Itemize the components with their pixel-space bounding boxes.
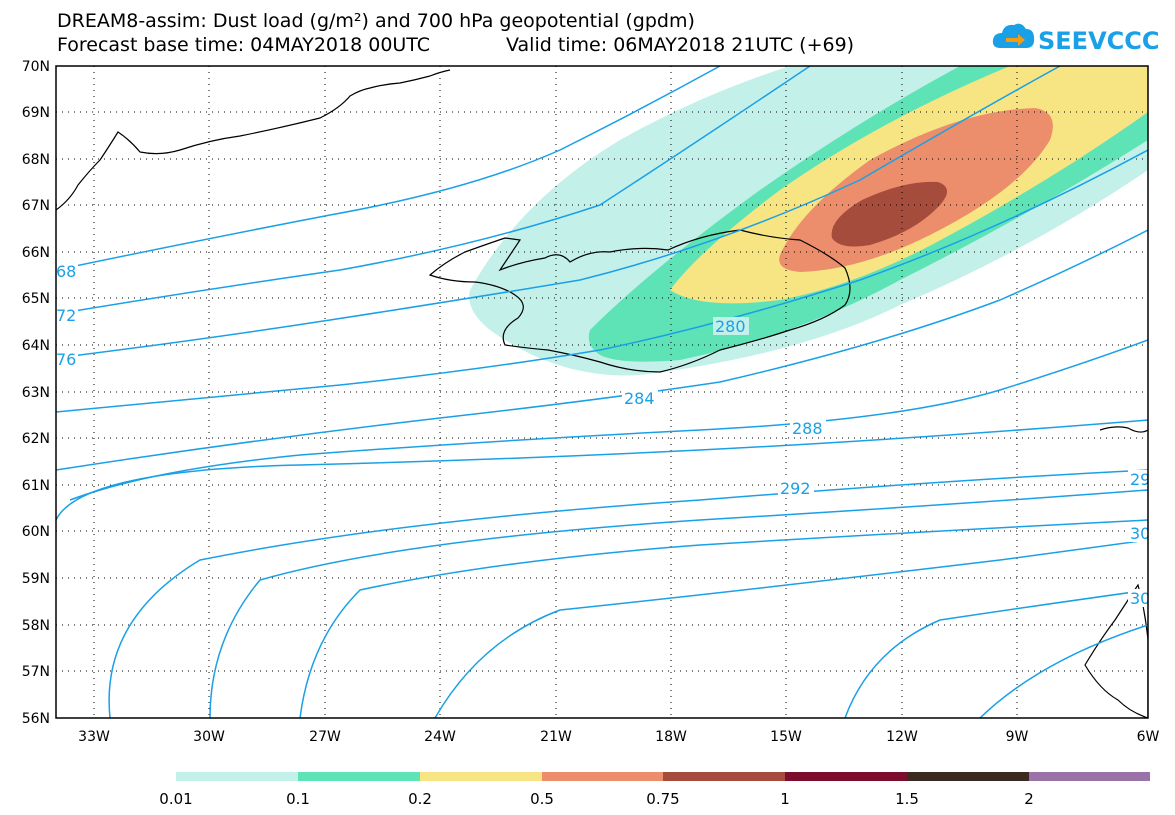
contour-276 (56, 66, 1061, 359)
contour-label: 288 (792, 419, 823, 438)
colorbar-label: 0.2 (408, 790, 432, 808)
contour-284 (56, 229, 1148, 471)
contour-292 (56, 419, 1148, 521)
colorbar-swatch (542, 772, 663, 781)
colorbar: 0.01 0.1 0.2 0.5 0.75 1 1.5 2 (159, 772, 1150, 808)
contour-label: 292 (780, 479, 811, 498)
coastlines (56, 69, 1148, 718)
contour-label: 76 (56, 350, 76, 369)
lon-label: 24W (424, 729, 456, 745)
contour-280 (56, 149, 1148, 413)
cloud-arrow-icon (992, 23, 1035, 48)
colorbar-swatch (298, 772, 420, 781)
lat-label: 67N (22, 198, 50, 214)
map-frame (55, 65, 1149, 719)
contour-312 (844, 589, 1148, 718)
lon-label: 18W (655, 729, 687, 745)
contour-labels: 68 72 76 280 284 288 292 29 30 30 (56, 262, 1150, 608)
contour-label: 30 (1130, 589, 1150, 608)
contour-296 (108, 469, 1148, 718)
contour-308 (434, 539, 1148, 718)
lat-label: 64N (22, 338, 50, 354)
lat-label: 61N (22, 478, 50, 494)
logo-text: SEEVCCC (1038, 27, 1160, 55)
faroe-scotland-coast (1099, 426, 1148, 433)
greenland-coast (56, 69, 451, 211)
colorbar-swatch (785, 772, 907, 781)
colorbar-swatch (176, 772, 298, 781)
lon-label: 27W (309, 729, 341, 745)
lon-label: 12W (886, 729, 918, 745)
contour-288 (69, 339, 1148, 501)
forecast-base-time: Forecast base time: 04MAY2018 00UTC (57, 34, 431, 56)
lat-label: 69N (22, 105, 50, 121)
valid-time: Valid time: 06MAY2018 21UTC (+69) (506, 34, 855, 56)
contour-label: 30 (1130, 524, 1150, 543)
lat-label: 62N (22, 431, 50, 447)
colorbar-swatch (907, 772, 1029, 781)
lat-label: 58N (22, 618, 50, 634)
lat-label: 65N (22, 291, 50, 307)
lon-label: 9W (1006, 729, 1029, 745)
chart-title: DREAM8-assim: Dust load (g/m²) and 700 h… (57, 10, 695, 32)
colorbar-label: 0.5 (530, 790, 554, 808)
lat-label: 57N (22, 664, 50, 680)
contour-268 (56, 66, 721, 271)
contour-316 (979, 624, 1148, 718)
lat-label: 59N (22, 571, 50, 587)
dust-band-0.75 (831, 181, 948, 247)
colorbar-swatch (1029, 772, 1150, 781)
contour-label: 284 (624, 389, 655, 408)
lon-label: 15W (770, 729, 802, 745)
contour-label: 280 (715, 317, 746, 336)
lat-label: 60N (22, 524, 50, 540)
lon-label: 6W (1137, 729, 1160, 745)
lat-label: 68N (22, 152, 50, 168)
dust-load-shading (469, 66, 1148, 376)
contour-label: 68 (56, 262, 76, 281)
seevccc-logo: SEEVCCC (992, 23, 1160, 55)
lat-label: 56N (22, 711, 50, 727)
lon-label: 33W (78, 729, 110, 745)
contour-300 (209, 489, 1148, 718)
colorbar-label: 0.75 (646, 790, 679, 808)
lat-label: 70N (22, 59, 50, 75)
scotland-coast (1084, 583, 1148, 718)
lon-label: 30W (193, 729, 225, 745)
contour-304 (299, 519, 1148, 718)
colorbar-label: 1 (780, 790, 790, 808)
colorbar-label: 0.1 (286, 790, 310, 808)
lat-label: 63N (22, 385, 50, 401)
colorbar-label: 2 (1024, 790, 1034, 808)
lon-label: 21W (540, 729, 572, 745)
longitude-labels: 33W 30W 27W 24W 21W 18W 15W 12W 9W 6W (78, 729, 1159, 745)
geopotential-contours (56, 66, 1148, 718)
lat-label: 66N (22, 245, 50, 261)
colorbar-swatch (663, 772, 785, 781)
latitude-labels: 70N 69N 68N 67N 66N 65N 64N 63N 62N 61N … (22, 59, 50, 727)
iceland-coast (428, 229, 851, 373)
contour-label: 72 (56, 306, 76, 325)
contour-label: 29 (1130, 470, 1150, 489)
colorbar-label: 0.01 (159, 790, 192, 808)
colorbar-swatch (420, 772, 542, 781)
contour-272 (56, 66, 811, 315)
colorbar-label: 1.5 (895, 790, 919, 808)
